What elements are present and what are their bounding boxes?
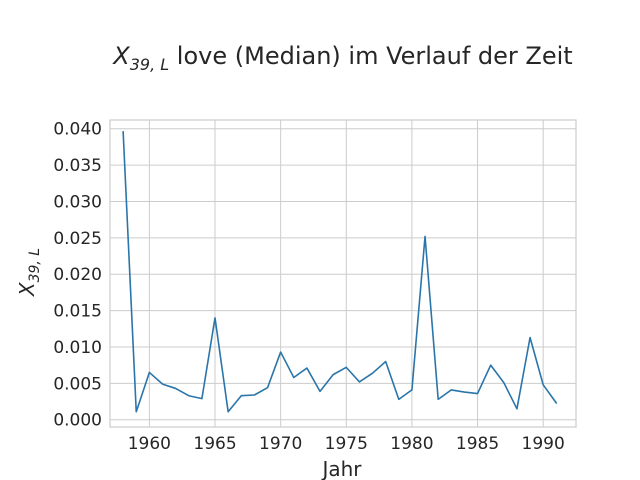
y-tick-label: 0.035: [53, 156, 102, 176]
x-tick-labels: 1960 1965 1970 1975 1980 1985 1990: [128, 434, 565, 454]
x-tick-label: 1990: [522, 434, 565, 454]
y-tick-label: 0.020: [53, 265, 102, 285]
y-tick-label: 0.015: [53, 302, 102, 322]
y-tick-label: 0.025: [53, 229, 102, 249]
x-axis-label: Jahr: [320, 457, 362, 480]
y-tick-label: 0.010: [53, 338, 102, 358]
y-label-subscript: 39, L: [27, 248, 43, 283]
y-tick-label: 0.040: [53, 120, 102, 140]
series-layer: [122, 130, 558, 413]
y-tick-labels: 0.000 0.005 0.010 0.015 0.020 0.025 0.030 0.035…: [53, 120, 102, 431]
title-symbol: X: [111, 42, 130, 70]
x-tick-label: 1985: [456, 434, 499, 454]
plot-frame: [109, 119, 577, 428]
y-axis-label: X39, L: [15, 248, 43, 297]
grid-layer: [110, 120, 576, 427]
y-label-symbol: X: [15, 281, 39, 297]
x-tick-label: 1965: [193, 434, 236, 454]
x-tick-label: 1960: [128, 434, 171, 454]
y-tick-label: 0.005: [53, 374, 102, 394]
x-tick-label: 1975: [325, 434, 368, 454]
title-subscript: 39, L: [130, 55, 169, 74]
x-tick-label: 1980: [390, 434, 433, 454]
chart-title: X39, L love (Median) im Verlauf der Zeit: [111, 42, 572, 74]
y-tick-label: 0.000: [53, 411, 102, 431]
y-tick-label: 0.030: [53, 192, 102, 212]
x-tick-label: 1970: [259, 434, 302, 454]
title-rest: love (Median) im Verlauf der Zeit: [169, 42, 573, 70]
series-line: [122, 130, 558, 413]
